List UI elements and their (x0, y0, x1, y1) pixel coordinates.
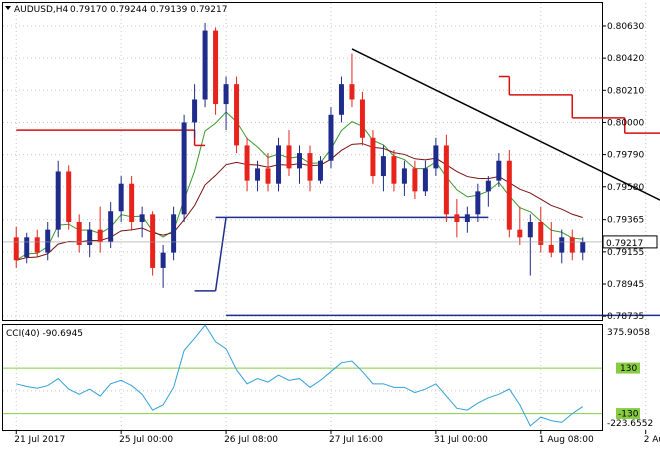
chart-symbol: AUDUSD,H4 (14, 5, 69, 15)
candle-bull (55, 171, 61, 230)
candle-bear (76, 221, 82, 245)
candle-bear (97, 229, 103, 242)
x-tick-label: 25 Jul 00:00 (119, 435, 173, 445)
y-tick-label: 0.79155 (607, 248, 644, 258)
cci-level-tag-lower-box (616, 408, 640, 420)
candle-bear (150, 214, 156, 268)
candle-bull (559, 237, 565, 253)
y-tick-label: 0.79790 (607, 151, 644, 161)
cci-line (16, 324, 584, 427)
candle-bear (244, 145, 250, 181)
cci-tick-max: 375.9058 (607, 328, 650, 338)
ohlc-values: 0.79170 0.79244 0.79139 0.79217 (70, 5, 227, 15)
x-tick-label: 31 Jul 00:00 (434, 435, 488, 445)
candle-bear (34, 237, 40, 253)
candle-bear (506, 160, 512, 230)
candle-bear (548, 244, 554, 253)
candle-bear (265, 168, 271, 184)
x-tick-label: 1 Aug 08:00 (539, 435, 594, 445)
price-axis: 0.80630 0.80420 0.80210 0.80000 0.79790 0.795… (602, 22, 644, 322)
cci-level-lower: -130 (618, 410, 639, 420)
candle-bear (286, 145, 292, 169)
cci-level-tag-upper: 130 (616, 362, 640, 374)
y-tick-label: 0.80000 (607, 118, 644, 128)
candle-bull (464, 214, 470, 222)
candle-bull (276, 145, 282, 184)
x-tick-label: 26 Jul 08:00 (224, 435, 278, 445)
candle-bear (454, 214, 460, 222)
current-price-tag: 0.79217 (602, 235, 658, 249)
candle-bull (160, 252, 166, 268)
candle-bull (45, 229, 51, 253)
candle-bear (538, 221, 544, 245)
cci-level-tag-upper-box (616, 362, 640, 374)
candle-bull (380, 156, 386, 177)
candle-bear (443, 145, 449, 215)
candle-bull (87, 229, 93, 245)
candle-bull (108, 211, 114, 242)
candle-bull (24, 237, 30, 258)
cci-plot (3, 324, 647, 430)
candle-bear (349, 84, 355, 100)
candle-bear (129, 183, 135, 222)
candle-bull (475, 191, 481, 215)
indicator-plot-frame (2, 324, 603, 431)
candle-bull (297, 153, 302, 169)
y-tick-label: 0.80420 (607, 54, 644, 64)
x-tick-label: 21 Jul 2017 (14, 435, 65, 445)
y-tick-label: 0.80210 (607, 86, 644, 96)
candle-bear (234, 84, 240, 146)
y-tick-label: 0.80630 (607, 22, 644, 32)
candle-bear (391, 156, 397, 184)
candle-bull (139, 214, 145, 222)
current-price-label: 0.79217 (606, 239, 643, 249)
candle-bear (370, 137, 376, 177)
candle-bull (202, 30, 208, 100)
candle-bull (527, 221, 533, 238)
candle-bear (517, 229, 523, 238)
candle-bear (569, 237, 575, 253)
main-plot-frame (2, 2, 603, 321)
candle-bull (433, 145, 439, 169)
candle-bull (171, 214, 177, 253)
candle-bull (485, 180, 491, 192)
candle-bear (66, 171, 72, 222)
time-axis: 21 Jul 2017 25 Jul 00:00 26 Jul 08:00 27 Ju… (14, 430, 660, 445)
candle-bull (422, 168, 428, 192)
candle-bull (338, 84, 344, 115)
cci-level-upper: 130 (620, 364, 637, 374)
candle-bear (307, 153, 313, 181)
candle-bear (13, 237, 19, 261)
y-tick-label: 0.78945 (607, 280, 644, 290)
candle-bull (328, 114, 334, 161)
candle-bull (181, 122, 187, 215)
current-price-tag-box (602, 235, 658, 249)
cci-label: CCI(40) -90.6945 (6, 329, 83, 339)
candle-bull (580, 241, 586, 253)
header-block: AUDUSD,H4 0.79170 0.79244 0.79139 0.7921… (5, 5, 227, 15)
candle-bull (496, 160, 502, 181)
y-tick-label: 0.78735 (607, 312, 644, 322)
cci-tick-min: -223.6552 (607, 419, 653, 429)
candle-bear (412, 168, 418, 192)
candle-bull (401, 168, 407, 184)
support-step (214, 217, 227, 292)
candle-bull (255, 168, 261, 181)
candle-bear (359, 99, 365, 138)
candle-bull (317, 160, 323, 181)
main-plot (3, 3, 660, 320)
x-tick-label: 27 Jul 16:00 (329, 435, 383, 445)
y-tick-label: 0.79580 (607, 183, 644, 193)
x-tick-label: 2 Aug 16:00 (644, 435, 660, 445)
trendline (351, 48, 660, 201)
candle-bull (192, 99, 198, 123)
cci-level-tag-lower: -130 (616, 408, 640, 420)
candle-bull (223, 84, 229, 105)
candle-bull (118, 183, 124, 212)
candle-bear (213, 30, 219, 105)
dropdown-triangle-icon[interactable] (5, 6, 11, 10)
y-tick-label: 0.79365 (607, 216, 644, 226)
